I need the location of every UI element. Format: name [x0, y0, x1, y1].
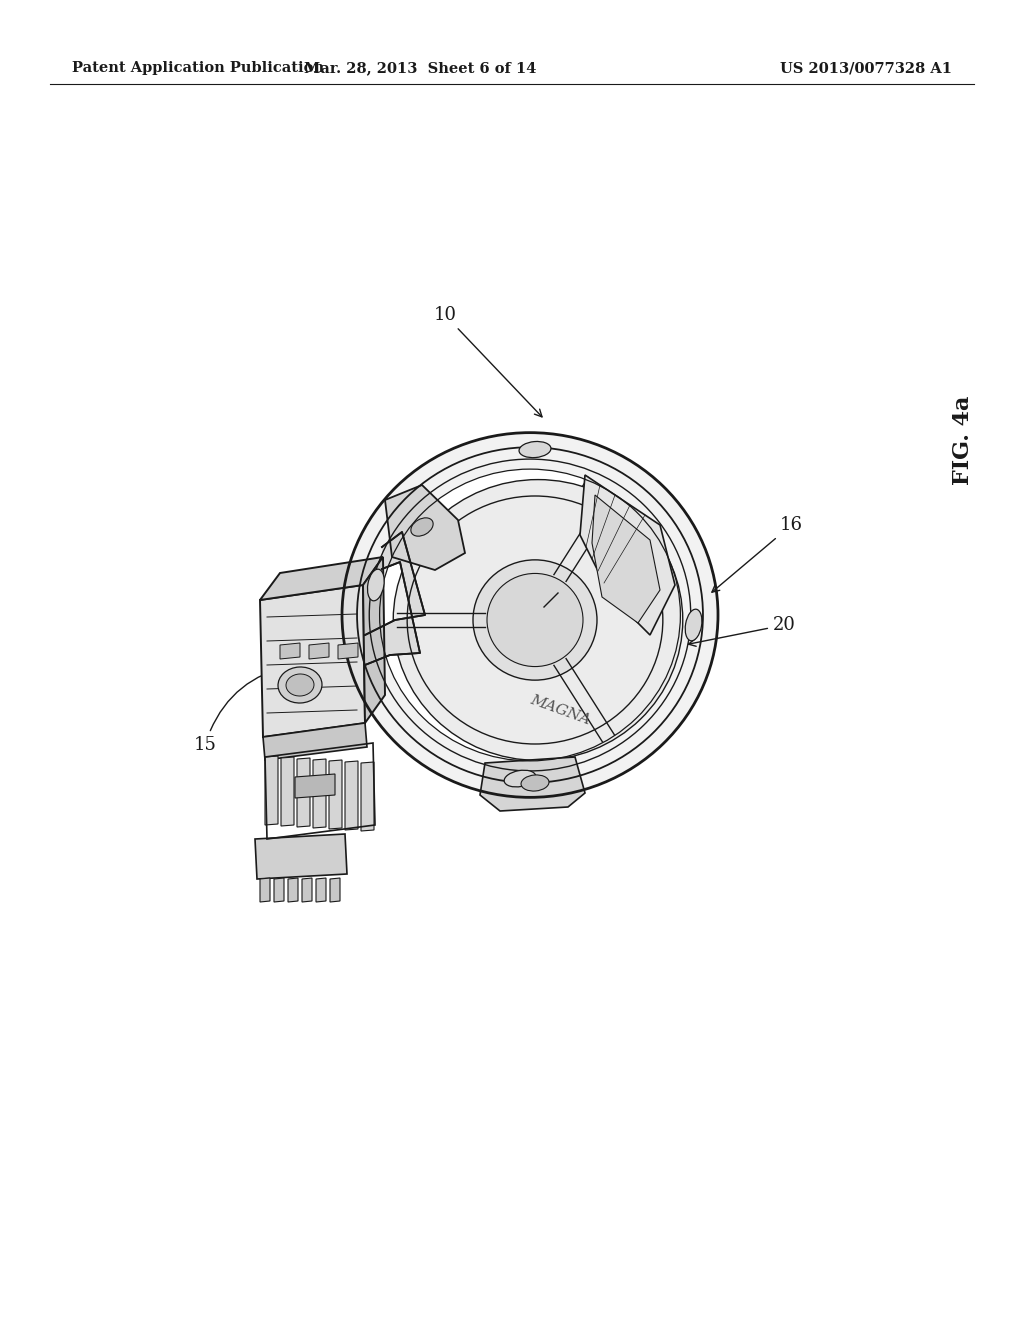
- Polygon shape: [313, 759, 326, 828]
- Polygon shape: [345, 762, 358, 830]
- Polygon shape: [260, 878, 270, 902]
- Polygon shape: [263, 723, 367, 760]
- Polygon shape: [302, 878, 312, 902]
- Text: 14: 14: [562, 581, 585, 599]
- Polygon shape: [274, 878, 284, 902]
- Text: 16: 16: [712, 516, 803, 593]
- Text: US 2013/0077328 A1: US 2013/0077328 A1: [780, 61, 952, 75]
- Polygon shape: [316, 878, 326, 902]
- Text: 14: 14: [571, 576, 603, 622]
- Polygon shape: [385, 484, 465, 570]
- Polygon shape: [280, 643, 300, 659]
- Polygon shape: [265, 756, 278, 825]
- Polygon shape: [288, 878, 298, 902]
- Ellipse shape: [473, 560, 597, 680]
- Text: 15: 15: [194, 664, 291, 754]
- Polygon shape: [580, 475, 675, 635]
- Ellipse shape: [278, 667, 322, 704]
- Polygon shape: [295, 774, 335, 799]
- Polygon shape: [361, 762, 374, 832]
- Ellipse shape: [368, 569, 384, 601]
- Polygon shape: [329, 760, 342, 829]
- Ellipse shape: [411, 517, 433, 536]
- Polygon shape: [362, 557, 385, 723]
- Polygon shape: [297, 758, 310, 828]
- Text: 14a: 14a: [507, 591, 540, 609]
- Text: FIG. 4a: FIG. 4a: [952, 395, 974, 484]
- Ellipse shape: [685, 610, 701, 640]
- Text: MAGNA: MAGNA: [528, 693, 592, 727]
- Polygon shape: [281, 756, 294, 826]
- Ellipse shape: [487, 573, 583, 667]
- Ellipse shape: [380, 469, 681, 760]
- Polygon shape: [365, 532, 425, 665]
- Ellipse shape: [342, 433, 718, 797]
- Text: Mar. 28, 2013  Sheet 6 of 14: Mar. 28, 2013 Sheet 6 of 14: [304, 61, 537, 75]
- Polygon shape: [338, 643, 358, 659]
- Ellipse shape: [521, 775, 549, 791]
- Ellipse shape: [519, 441, 551, 458]
- Ellipse shape: [504, 770, 536, 787]
- Text: 20: 20: [688, 616, 796, 647]
- Ellipse shape: [393, 479, 683, 760]
- Polygon shape: [330, 878, 340, 902]
- Text: 10: 10: [433, 306, 542, 417]
- Text: Patent Application Publication: Patent Application Publication: [72, 61, 324, 75]
- Polygon shape: [480, 756, 585, 810]
- Polygon shape: [592, 495, 660, 623]
- Polygon shape: [309, 643, 329, 659]
- Polygon shape: [260, 585, 365, 737]
- Polygon shape: [255, 834, 347, 879]
- Ellipse shape: [286, 675, 314, 696]
- Polygon shape: [260, 557, 383, 601]
